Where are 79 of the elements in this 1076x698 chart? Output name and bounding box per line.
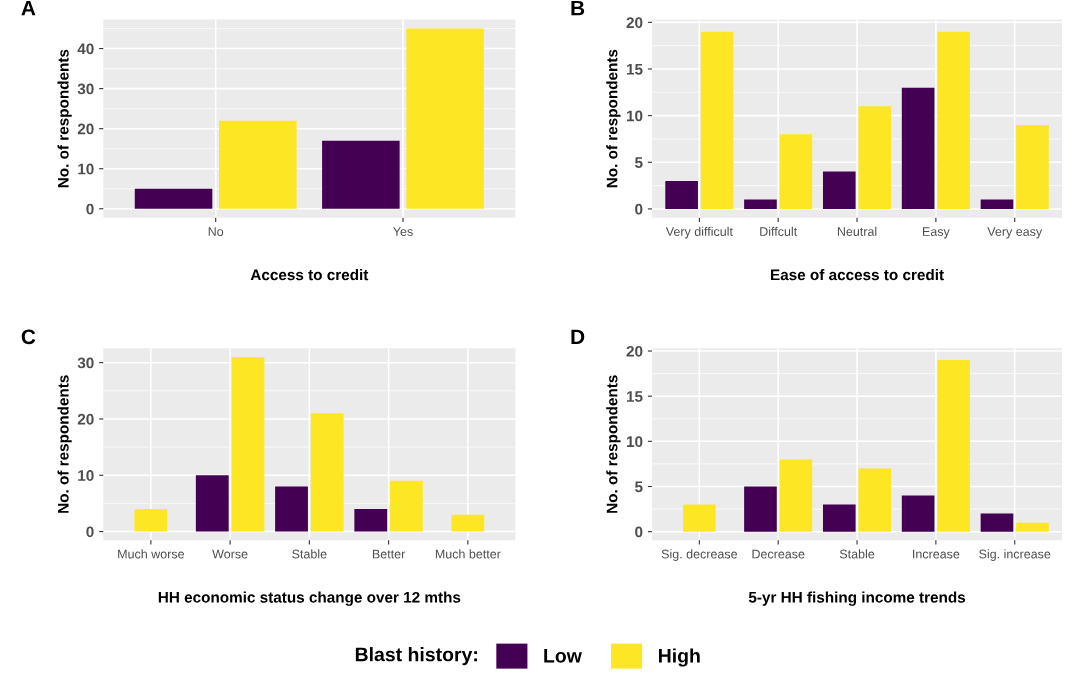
x-axis-title: HH economic status change over 12 mths <box>158 591 461 606</box>
y-tick-label: 30 <box>77 83 94 95</box>
y-tick-label: 20 <box>77 123 94 135</box>
y-tick-label: 20 <box>77 413 94 425</box>
x-tick-label: Worse <box>212 549 248 559</box>
y-tick-label: 10 <box>78 163 94 175</box>
x-tick-label: Much better <box>435 549 501 559</box>
y-tick-label: 10 <box>78 470 94 481</box>
text: D <box>571 329 585 344</box>
y-tick-label: 0 <box>86 203 94 215</box>
y-tick-label: 40 <box>77 43 94 55</box>
x-tick-label: Diffcult <box>760 226 798 236</box>
x-tick-label: Decrease <box>752 549 805 559</box>
bar <box>901 495 935 532</box>
bar <box>744 486 777 532</box>
bar <box>822 504 856 532</box>
x-tick-label: Very difficult <box>665 226 733 239</box>
x-axis-title: 5-yr HH fishing income trends <box>748 591 966 606</box>
x-tick-label: No <box>208 227 224 236</box>
bar <box>310 413 344 532</box>
y-tick-label: 20 <box>626 345 643 357</box>
text: B <box>571 0 585 16</box>
bar <box>779 459 813 532</box>
bar <box>1016 522 1049 532</box>
bar <box>1016 124 1049 209</box>
y-tick-label: 30 <box>77 357 94 369</box>
bar <box>980 199 1014 209</box>
y-axis-title: No. of respondents <box>606 49 621 188</box>
bar <box>937 360 970 532</box>
bar <box>901 87 935 209</box>
bar <box>322 140 400 209</box>
bar <box>822 171 856 209</box>
bar <box>390 480 423 532</box>
bar <box>231 357 265 532</box>
y-tick-label: 5 <box>635 157 643 168</box>
bar <box>275 486 308 532</box>
bar <box>858 106 892 209</box>
x-tick-label: Neutral <box>837 226 877 236</box>
bar <box>937 31 970 209</box>
legend-label: Low <box>544 649 582 663</box>
x-tick-label: Sig. decrease <box>661 549 738 561</box>
bar <box>219 120 297 209</box>
legend-label: High <box>659 648 700 667</box>
y-tick-label: 0 <box>635 526 643 538</box>
x-tick-label: Easy <box>923 227 950 239</box>
y-tick-label: 0 <box>635 203 643 215</box>
y-axis-title: No. of respondents <box>57 49 72 188</box>
y-tick-label: 0 <box>86 526 94 538</box>
y-tick-label: 15 <box>627 391 643 402</box>
bar <box>406 28 484 209</box>
y-tick-label: 5 <box>635 481 643 493</box>
bar <box>665 180 698 209</box>
x-axis-title: Ease of access to credit <box>771 269 944 281</box>
bar <box>195 475 229 532</box>
x-tick-label: Sig. increase <box>979 549 1051 561</box>
bar <box>354 509 388 532</box>
text: A <box>21 0 36 16</box>
x-tick-label: Stable <box>292 549 327 559</box>
y-tick-label: 10 <box>627 110 643 122</box>
y-tick-label: 10 <box>627 436 643 448</box>
bar <box>700 31 734 209</box>
y-axis-title: No. of respondents <box>57 375 72 513</box>
x-tick-label: Better <box>372 549 406 559</box>
y-tick-label: 20 <box>626 17 643 29</box>
legend-title: Blast history: <box>355 647 477 666</box>
bar <box>858 468 892 532</box>
x-tick-label: Yes <box>393 227 413 236</box>
y-tick-label: 15 <box>627 64 643 75</box>
x-tick-label: Stable <box>839 549 875 559</box>
bar <box>980 513 1014 532</box>
bar <box>779 134 813 209</box>
bar <box>134 188 213 209</box>
x-axis-title: Access to credit <box>250 269 369 281</box>
text: C <box>21 329 36 345</box>
y-axis-title: No. of respondents <box>606 375 621 513</box>
x-tick-label: Increase <box>913 549 960 559</box>
x-tick-label: Much worse <box>118 549 184 559</box>
x-tick-label: Very easy <box>987 227 1043 239</box>
bar <box>744 199 777 209</box>
